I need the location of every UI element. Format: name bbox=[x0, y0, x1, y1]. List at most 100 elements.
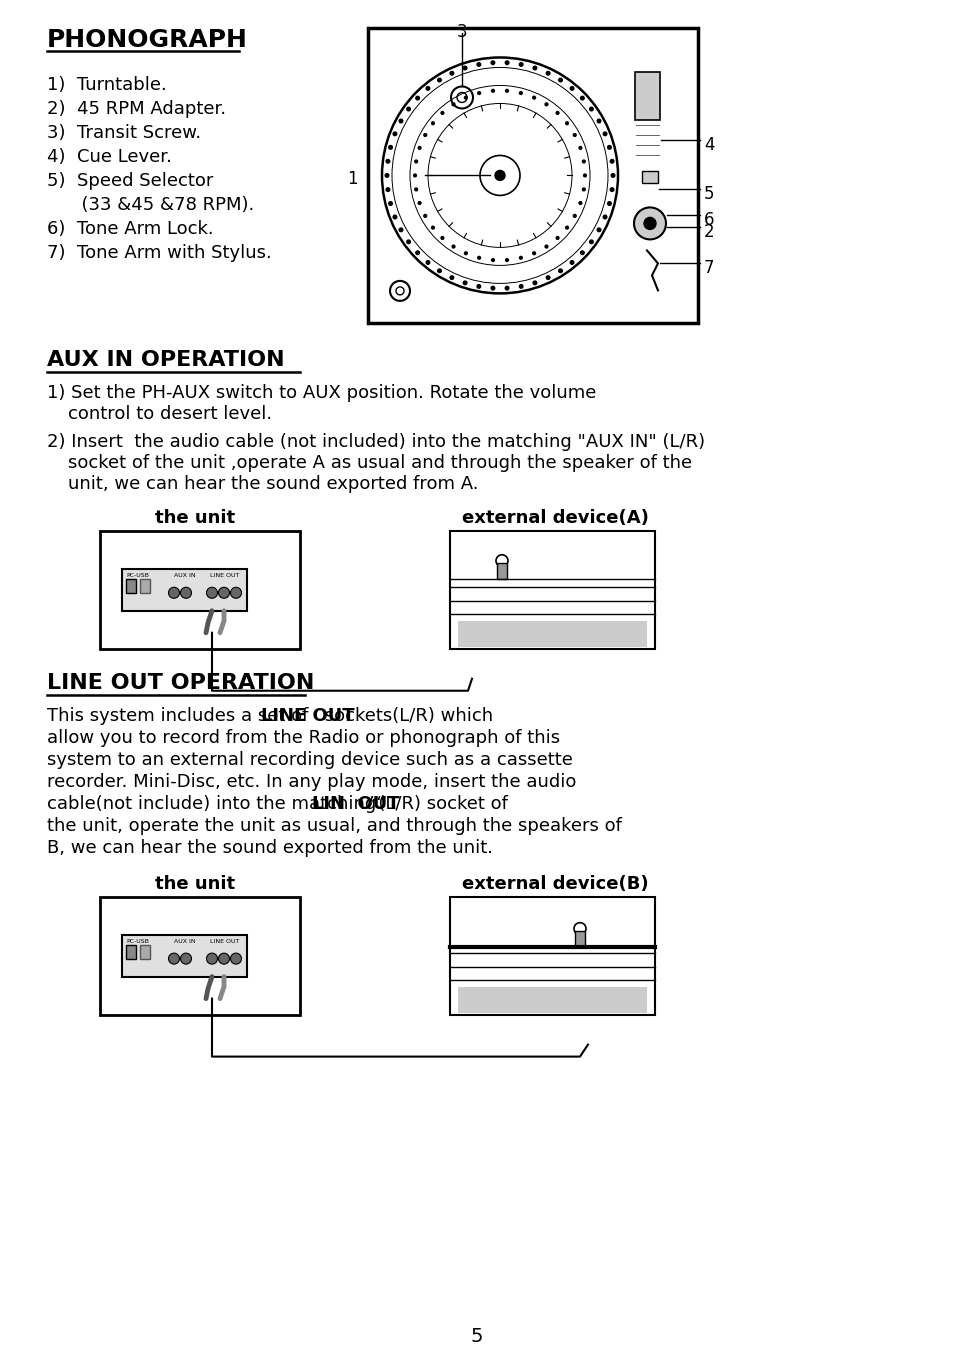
Circle shape bbox=[556, 237, 558, 239]
Circle shape bbox=[589, 241, 593, 243]
Circle shape bbox=[431, 226, 434, 228]
Text: 5: 5 bbox=[470, 1328, 483, 1347]
Circle shape bbox=[570, 261, 573, 264]
Text: AUX IN: AUX IN bbox=[173, 938, 195, 944]
Circle shape bbox=[610, 188, 614, 192]
Circle shape bbox=[388, 146, 392, 149]
Circle shape bbox=[386, 160, 389, 164]
Circle shape bbox=[565, 122, 568, 124]
Text: 2: 2 bbox=[703, 223, 714, 242]
Circle shape bbox=[580, 251, 583, 254]
Text: 1)  Turntable.: 1) Turntable. bbox=[47, 76, 167, 95]
Text: (33 &45 &78 RPM).: (33 &45 &78 RPM). bbox=[47, 196, 254, 214]
Circle shape bbox=[452, 245, 455, 247]
Circle shape bbox=[463, 66, 466, 70]
Text: 5)  Speed Selector: 5) Speed Selector bbox=[47, 172, 213, 189]
Circle shape bbox=[398, 119, 402, 123]
Circle shape bbox=[416, 96, 419, 100]
Circle shape bbox=[218, 587, 230, 599]
Circle shape bbox=[583, 174, 586, 177]
Text: 6)  Tone Arm Lock.: 6) Tone Arm Lock. bbox=[47, 220, 213, 238]
Circle shape bbox=[398, 228, 402, 231]
Circle shape bbox=[464, 96, 467, 99]
Circle shape bbox=[218, 953, 230, 964]
Circle shape bbox=[519, 92, 521, 95]
Text: unit, we can hear the sound exported from A.: unit, we can hear the sound exported fro… bbox=[68, 475, 478, 493]
Text: external device(A): external device(A) bbox=[461, 508, 648, 527]
Text: LINE OUT: LINE OUT bbox=[261, 707, 355, 725]
Circle shape bbox=[406, 241, 410, 243]
Text: 4)  Cue Lever.: 4) Cue Lever. bbox=[47, 147, 172, 166]
Bar bbox=[126, 579, 136, 592]
Circle shape bbox=[607, 201, 611, 206]
Circle shape bbox=[452, 103, 455, 105]
Bar bbox=[100, 896, 299, 1014]
Circle shape bbox=[491, 287, 495, 289]
Circle shape bbox=[180, 953, 192, 964]
Circle shape bbox=[578, 201, 581, 204]
Circle shape bbox=[393, 215, 396, 219]
Circle shape bbox=[544, 103, 547, 105]
Circle shape bbox=[505, 89, 508, 92]
Circle shape bbox=[546, 72, 549, 74]
Text: 6: 6 bbox=[703, 211, 714, 230]
Circle shape bbox=[231, 587, 241, 599]
Text: 1: 1 bbox=[347, 170, 357, 188]
Circle shape bbox=[505, 287, 508, 289]
Text: ”(L/R) socket of: ”(L/R) socket of bbox=[369, 795, 507, 813]
Text: socket of the unit ,operate A as usual and through the speaker of the: socket of the unit ,operate A as usual a… bbox=[68, 454, 691, 472]
Circle shape bbox=[582, 160, 584, 162]
Circle shape bbox=[491, 258, 494, 261]
Bar bbox=[100, 531, 299, 649]
Circle shape bbox=[206, 953, 217, 964]
Circle shape bbox=[570, 87, 573, 91]
Circle shape bbox=[518, 284, 522, 288]
Circle shape bbox=[607, 146, 611, 149]
Bar bbox=[122, 934, 247, 976]
Circle shape bbox=[643, 218, 656, 230]
Circle shape bbox=[406, 107, 410, 111]
Text: LINE OUT: LINE OUT bbox=[210, 573, 239, 577]
Circle shape bbox=[440, 237, 443, 239]
Text: LINE OUT: LINE OUT bbox=[210, 938, 239, 944]
Text: PC-USB: PC-USB bbox=[126, 573, 149, 577]
Text: 4: 4 bbox=[703, 137, 714, 154]
Text: the unit, operate the unit as usual, and through the speakers of: the unit, operate the unit as usual, and… bbox=[47, 817, 621, 834]
Text: B, we can hear the sound exported from the unit.: B, we can hear the sound exported from t… bbox=[47, 838, 493, 857]
Bar bbox=[368, 28, 698, 323]
Bar bbox=[140, 945, 150, 959]
Circle shape bbox=[231, 953, 241, 964]
Circle shape bbox=[558, 78, 561, 82]
Circle shape bbox=[431, 122, 434, 124]
Text: 2) Insert  the audio cable (not included) into the matching "AUX IN" (L/R): 2) Insert the audio cable (not included)… bbox=[47, 433, 704, 450]
Bar bbox=[641, 172, 658, 184]
Bar bbox=[450, 896, 655, 1014]
Circle shape bbox=[589, 107, 593, 111]
Circle shape bbox=[582, 188, 584, 191]
Text: This system includes a set of: This system includes a set of bbox=[47, 707, 314, 725]
Circle shape bbox=[476, 62, 480, 66]
Circle shape bbox=[597, 119, 600, 123]
Text: recorder. Mini-Disc, etc. In any play mode, insert the audio: recorder. Mini-Disc, etc. In any play mo… bbox=[47, 773, 576, 791]
Circle shape bbox=[518, 62, 522, 66]
Circle shape bbox=[423, 134, 426, 137]
Circle shape bbox=[602, 132, 606, 135]
Text: system to an external recording device such as a cassette: system to an external recording device s… bbox=[47, 750, 572, 769]
Bar bbox=[450, 531, 655, 649]
Bar bbox=[457, 621, 646, 646]
Text: the unit: the unit bbox=[154, 508, 234, 527]
Bar bbox=[122, 569, 247, 611]
Text: 5: 5 bbox=[703, 185, 714, 203]
Circle shape bbox=[464, 251, 467, 254]
Text: 7: 7 bbox=[703, 260, 714, 277]
Circle shape bbox=[437, 78, 441, 82]
Circle shape bbox=[578, 146, 581, 149]
Circle shape bbox=[169, 953, 179, 964]
Circle shape bbox=[544, 245, 547, 247]
Circle shape bbox=[597, 228, 600, 231]
Text: sockets(L/R) which: sockets(L/R) which bbox=[318, 707, 493, 725]
Circle shape bbox=[388, 201, 392, 206]
Circle shape bbox=[450, 72, 454, 74]
Circle shape bbox=[423, 215, 426, 218]
Circle shape bbox=[169, 587, 179, 599]
